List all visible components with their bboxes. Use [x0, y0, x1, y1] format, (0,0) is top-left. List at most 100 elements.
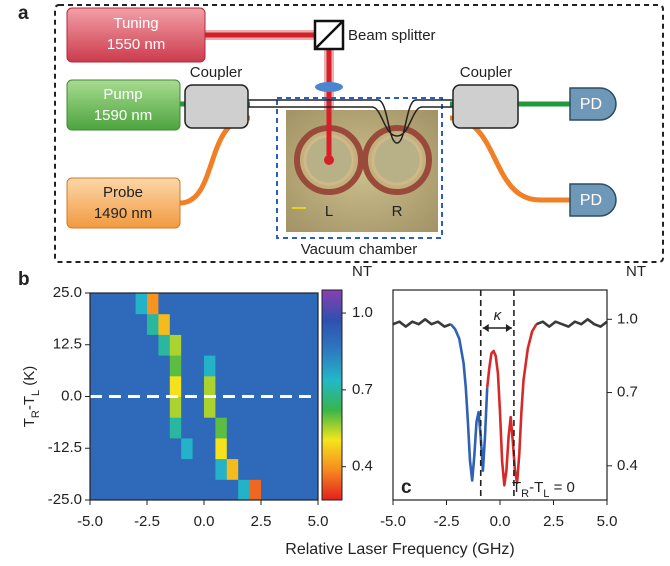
y-tick-label: -25.0 — [48, 491, 82, 508]
heat-cell — [158, 417, 171, 439]
heat-cell — [192, 355, 205, 377]
heat-cell — [226, 458, 239, 480]
heat-cell — [147, 437, 159, 460]
heat-cell — [249, 293, 262, 315]
heat-cell — [147, 334, 159, 356]
x-tick-label: 0.0 — [490, 513, 511, 530]
heat-cell — [204, 396, 216, 418]
heat-cell — [215, 396, 228, 418]
heat-cell — [226, 396, 239, 418]
heat-cell — [90, 479, 102, 501]
annotation: TR-TL = 0 — [512, 479, 575, 500]
label: L — [325, 203, 333, 220]
heat-cell — [181, 313, 194, 335]
heat-cell — [306, 479, 319, 501]
y-axis-label-part: (K) — [21, 366, 38, 390]
heat-cell — [226, 334, 239, 356]
heat-cell — [112, 479, 125, 501]
waveguide — [248, 99, 455, 144]
heat-cell — [158, 396, 171, 418]
line-series — [449, 323, 489, 482]
heat-cell — [124, 437, 137, 460]
label: R — [392, 203, 403, 220]
heat-cell — [90, 458, 102, 480]
heat-cell — [272, 293, 285, 315]
heat-cell — [306, 417, 319, 439]
y-tick-label: 0.7 — [617, 384, 638, 401]
x-tick-label: -5.0 — [380, 513, 406, 530]
heat-cell — [204, 375, 216, 397]
heat-cell — [261, 375, 273, 397]
heat-cell — [295, 417, 308, 439]
heat-cell — [135, 396, 148, 418]
heat-cell — [226, 355, 239, 377]
heat-cell — [272, 458, 285, 480]
y-tick-label: 0.4 — [617, 457, 638, 474]
x-tick-label: 0.0 — [194, 513, 215, 530]
heat-cell — [135, 458, 148, 480]
heat-cell — [101, 334, 114, 356]
heat-cell — [124, 396, 137, 418]
fiber — [179, 115, 251, 206]
heat-cell — [238, 355, 251, 377]
heat-cell — [181, 479, 194, 501]
heat-cell — [249, 355, 262, 377]
label: Tuning — [113, 15, 158, 32]
heat-cell — [261, 396, 273, 418]
label: Coupler — [460, 64, 513, 81]
heat-cell — [249, 313, 262, 335]
heat-cell — [135, 375, 148, 397]
heat-cell — [204, 437, 216, 460]
heat-cell — [238, 313, 251, 335]
heat-cell — [249, 334, 262, 356]
heat-cell — [272, 375, 285, 397]
heat-cell — [204, 479, 216, 501]
heat-cell — [192, 458, 205, 480]
colorbar — [321, 289, 343, 501]
heat-cell — [181, 396, 194, 418]
y-tick-label: -12.5 — [48, 439, 82, 456]
heat-cell — [295, 479, 308, 501]
heat-cell — [101, 396, 114, 418]
heat-cell — [283, 479, 296, 501]
heat-cell — [306, 355, 319, 377]
heat-cell — [261, 355, 273, 377]
heat-cell — [147, 458, 159, 480]
heat-cell — [226, 417, 239, 439]
heat-cell — [306, 396, 319, 418]
x-tick-label: -2.5 — [434, 513, 460, 530]
annotation-part: T — [512, 479, 521, 496]
heat-cell — [192, 437, 205, 460]
heat-cell — [226, 293, 239, 315]
heat-cell — [261, 437, 273, 460]
heat-cell — [238, 334, 251, 356]
laser-box — [66, 79, 181, 131]
heat-cell — [135, 334, 148, 356]
laser-box — [66, 7, 206, 63]
heat-cell — [215, 479, 228, 501]
heat-cell — [295, 293, 308, 315]
heat-cell — [135, 417, 148, 439]
heat-cell — [124, 458, 137, 480]
heat-cell — [158, 458, 171, 480]
label: 1590 nm — [94, 107, 152, 124]
heat-cell — [249, 396, 262, 418]
kappa-label: κ — [494, 307, 503, 324]
heat-cell — [124, 334, 137, 356]
heat-cell — [90, 355, 102, 377]
coupler — [184, 84, 249, 129]
kappa-arrow-head — [482, 324, 512, 332]
heat-cell — [283, 375, 296, 397]
label: Pump — [103, 86, 142, 103]
annotation-part: R — [521, 488, 529, 500]
heat-cell — [226, 479, 239, 501]
heat-cell — [192, 293, 205, 315]
heat-cell — [283, 313, 296, 335]
heat-cell — [226, 375, 239, 397]
heat-cell — [306, 375, 319, 397]
label: PD — [580, 96, 602, 113]
coupler — [452, 84, 519, 129]
heat-cell — [238, 437, 251, 460]
heat-cell — [169, 437, 182, 460]
heat-cell — [90, 417, 102, 439]
